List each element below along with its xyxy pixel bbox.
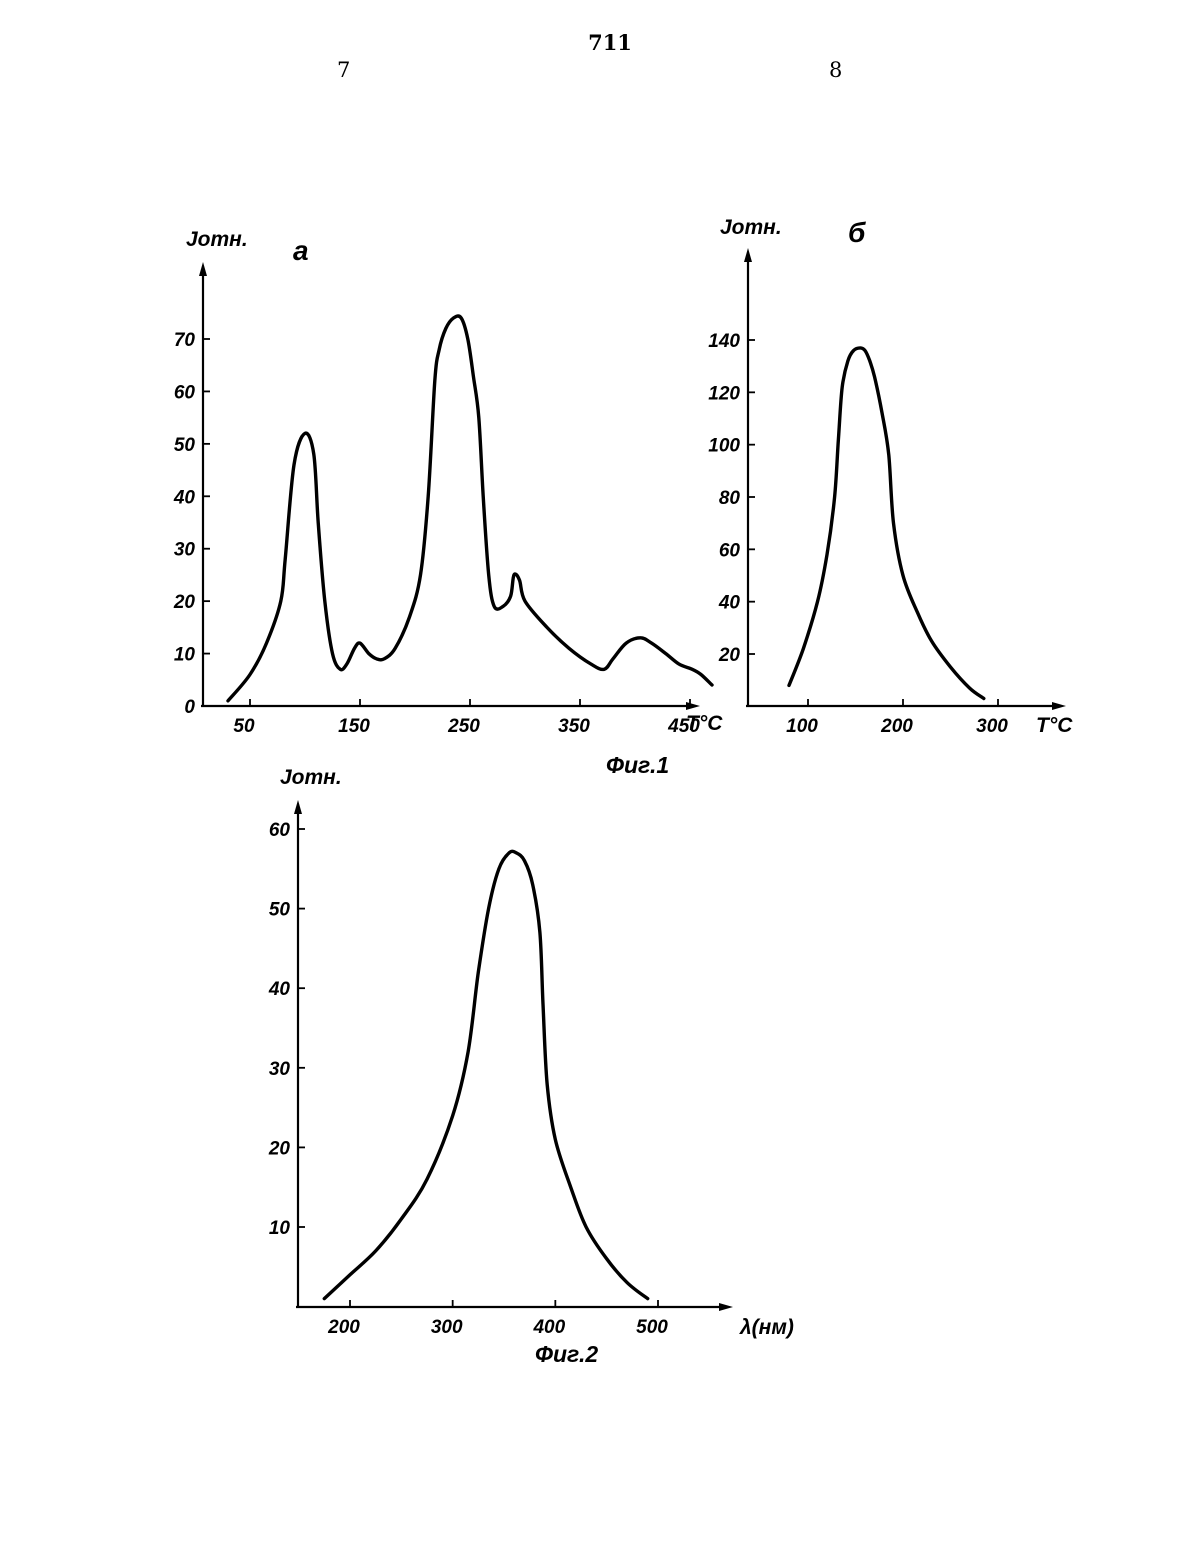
chart1-x-arrow [686, 702, 700, 710]
chart3-x-tick-label: 200 [327, 1317, 360, 1338]
chart3-caption: Фиг.2 [535, 1341, 598, 1367]
chart2-x-tick-label: 300 [976, 716, 1008, 737]
chart3-y-arrow [294, 800, 302, 814]
chart1-panel-letter: а [293, 235, 309, 266]
chart3-x-tick-label: 400 [532, 1317, 565, 1338]
chart1-x-tick-label: 50 [233, 716, 255, 737]
chart2-y-tick-label: 40 [718, 593, 741, 614]
chart3-y-tick-label: 50 [269, 900, 291, 921]
chart1-y-tick-label: 10 [174, 645, 196, 666]
chart1-y-tick-label: 20 [173, 592, 196, 613]
chart2-x-tick-label: 200 [880, 716, 913, 737]
chart3-y-tick-label: 30 [269, 1059, 291, 1080]
chart2-y-arrow [744, 248, 752, 262]
chart1-y-label: Jотн. [186, 228, 248, 251]
chart1-x-tick-label: 150 [338, 716, 370, 737]
chart1-y-tick-label: 30 [174, 540, 196, 561]
chart1-x-tick-label: 250 [447, 716, 480, 737]
chart3-y-tick-label: 40 [268, 979, 291, 1000]
chart1-x-tick-label: 350 [558, 716, 590, 737]
chart2-y-tick-label: 120 [708, 383, 740, 404]
chart2-y-tick-label: 140 [708, 331, 740, 352]
chart2-y-tick-label: 20 [718, 645, 741, 666]
chart3-y-label: Jотн. [280, 766, 342, 789]
chart1-caption: Фиг.1 [606, 752, 669, 778]
chart1-y-tick-label: 40 [173, 487, 196, 508]
chart1-y-tick-label: 0 [184, 697, 195, 718]
chart2-y-tick-label: 100 [708, 436, 740, 457]
chart2-y-tick-label: 80 [719, 488, 741, 509]
chart2-y-label: Jотн. [720, 216, 782, 239]
chart3-series-line [324, 851, 647, 1298]
chart1-series-line [228, 316, 712, 701]
chart2-series-line [789, 348, 984, 699]
chart1-y-arrow [199, 262, 207, 276]
chart3-x-label: λ(нм) [739, 1316, 794, 1339]
chart1-y-tick-label: 60 [174, 382, 196, 403]
chart3-y-tick-label: 10 [269, 1218, 291, 1239]
chart2-y-tick-label: 60 [719, 540, 741, 561]
chart1-y-tick-label: 70 [174, 330, 196, 351]
chart2-x-tick-label: 100 [786, 716, 818, 737]
chart3-x-arrow [719, 1303, 733, 1311]
chart3-y-tick-label: 60 [269, 820, 291, 841]
chart3-x-tick-label: 300 [431, 1317, 463, 1338]
chart1-y-tick-label: 50 [174, 435, 196, 456]
chart2-x-arrow [1052, 702, 1066, 710]
chart2-panel-letter: б [848, 217, 866, 248]
chart2-x-label: T°C [1036, 714, 1073, 737]
chart3-x-tick-label: 500 [636, 1317, 668, 1338]
chart1-x-label: T°C [686, 712, 723, 735]
chart3-y-tick-label: 20 [268, 1138, 291, 1159]
